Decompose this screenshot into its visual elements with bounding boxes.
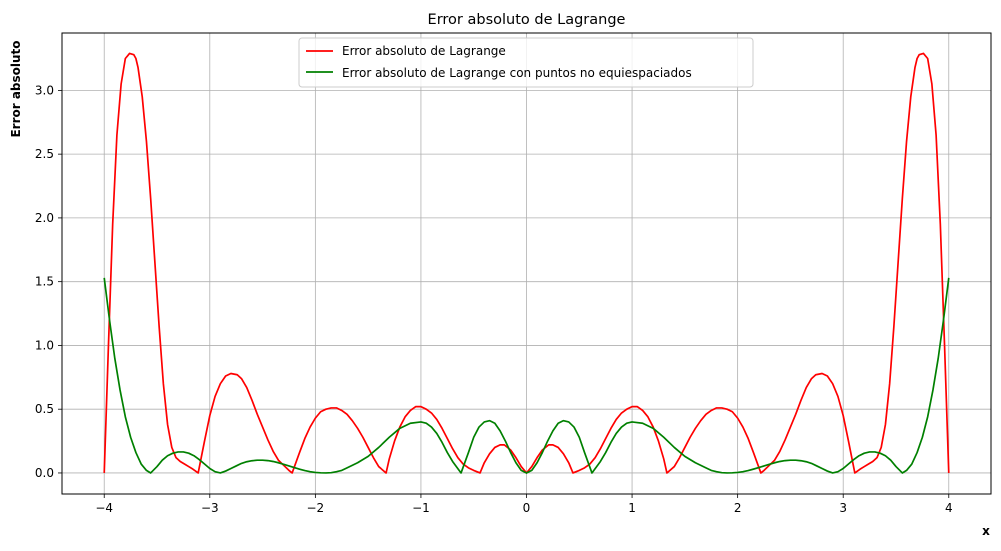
x-tick-label: −3 (201, 501, 219, 515)
x-tick-label: −1 (412, 501, 430, 515)
y-tick-label: 3.0 (35, 83, 54, 97)
x-tick-label: 1 (628, 501, 636, 515)
y-tick-label: 2.0 (35, 211, 54, 225)
x-tick-label: −4 (95, 501, 113, 515)
x-tick-label: 3 (839, 501, 847, 515)
x-tick-label: 2 (734, 501, 742, 515)
series-layer (103, 52, 950, 474)
x-tick-label: 4 (945, 501, 953, 515)
legend-box (298, 37, 754, 88)
legend-label-lagrange: Error absoluto de Lagrange (342, 44, 506, 58)
ticks: −4 −3 −2 −1 0 1 2 3 4 0.0 0.5 1.0 1.5 2.0 2.5 3.0 (35, 83, 953, 515)
series-line-no-equiespaciados (103, 277, 950, 474)
y-tick-label: 1.5 (35, 275, 54, 289)
legend: Error absoluto de Lagrange Error absolut… (298, 37, 754, 88)
chart-title: Error absoluto de Lagrange (428, 12, 626, 28)
y-tick-label: 0.5 (35, 402, 54, 416)
legend-label-no-equiespaciados: Error absoluto de Lagrange con puntos no… (342, 66, 692, 80)
y-tick-label: 2.5 (35, 147, 54, 161)
y-tick-label: 1.0 (35, 338, 54, 352)
y-axis-label: Error absoluto (9, 40, 23, 137)
x-tick-label: −2 (307, 501, 325, 515)
x-tick-label: 0 (523, 501, 531, 515)
x-axis-label: x (982, 524, 990, 538)
y-tick-label: 0.0 (35, 466, 54, 480)
